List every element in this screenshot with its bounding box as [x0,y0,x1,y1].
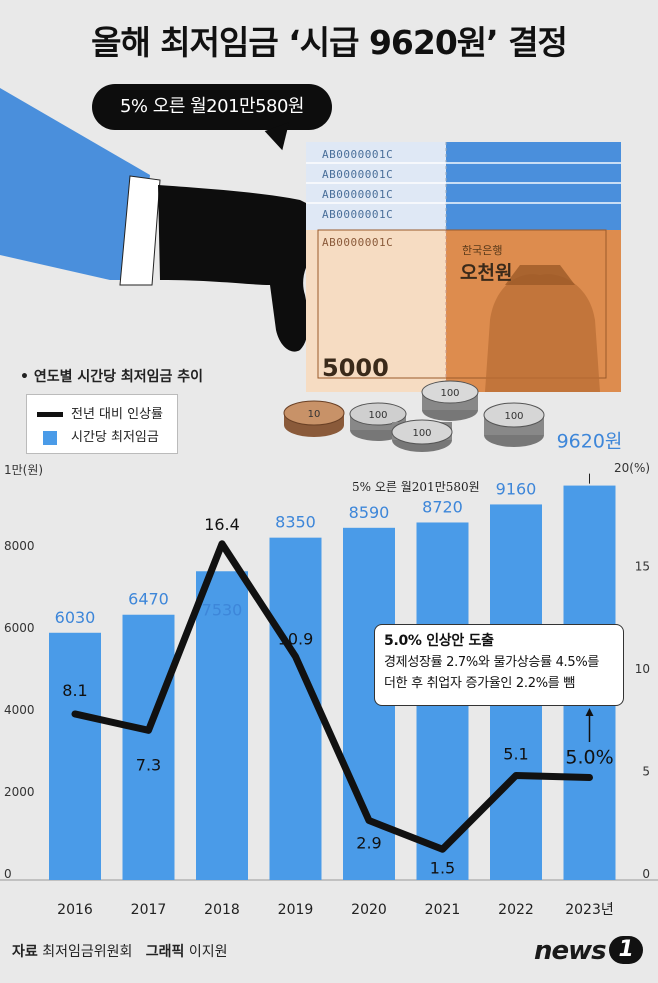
rate-value-label: 7.3 [136,755,161,774]
category-label: 2017 [131,902,167,918]
money-illustration: 10 100 100 100 100 [0,88,621,452]
bill-serial: AB0000001C [322,168,394,181]
page-title: 올해 최저임금 ‘시급 9620원’ 결정 [91,23,568,62]
wage-bar [122,614,175,880]
wage-value-label: 8590 [349,503,390,522]
bill-serial: AB0000001C [322,236,394,249]
legend-item-rate: 전년 대비 인상률 [37,403,163,422]
category-label: 2018 [204,902,240,918]
wage-value-label: 6470 [128,590,169,609]
left-axis-title: 1만(원) [4,463,44,477]
category-label: 2016 [57,902,93,918]
logo-mark: 1 [608,936,643,964]
wage-value-label: 8720 [422,497,463,516]
coin-label: 100 [504,411,523,422]
cuff-shape [119,175,161,286]
wage-bar [196,571,248,880]
denomination: 5000 [322,354,389,382]
wage-value-label: 8350 [275,513,316,532]
right-tick-label: 0 [642,867,650,881]
callout-head: 5.0% 인상안 도출 [384,633,494,649]
wage-value-label: 9160 [496,479,537,498]
right-tick-label: 15 [635,560,650,574]
news1-logo: news 1 [534,936,643,966]
chart-legend: 전년 대비 인상률 시간당 최저임금 [26,394,178,454]
coins [283,380,545,452]
rate-value-label: 8.1 [62,681,87,700]
wage-bar [49,632,101,880]
left-tick-label: 4000 [4,703,35,717]
wage-value-label: 6030 [55,608,96,627]
coin-label: 100 [440,388,459,399]
chart-subtitle: • 연도별 시간당 최저임금 추이 [20,369,204,385]
right-axis-title: 20(%) [614,461,651,475]
category-label: 2023년 [565,902,614,918]
rate-value-label: 10.9 [278,630,314,649]
speech-bubble: 5% 오른 월201만580원 [92,84,332,130]
callout-line: 경제성장률 2.7%와 물가상승률 4.5%를 [384,655,600,670]
category-label: 2021 [425,902,461,918]
legend-item-wage: 시간당 최저임금 [37,426,159,445]
coin-label: 100 [368,410,387,421]
left-tick-label: 6000 [4,621,35,635]
left-tick-label: 0 [4,867,12,881]
sleeve-shape [0,88,150,280]
category-label: 2020 [351,902,387,918]
left-tick-label: 2000 [4,785,35,799]
wage-value-label: 9620원 [557,431,623,453]
portrait-shape [485,274,600,392]
coin-label: 100 [412,428,431,439]
coin-label: 10 [308,409,321,420]
won-name: 오천원 [460,262,513,284]
legend-bar-icon [43,430,57,445]
wage-bar [269,537,322,880]
hand-shape [158,185,330,352]
rate-value-label: 2.9 [356,834,381,853]
rate-value-label: 5.1 [503,744,528,763]
callout-line: 더한 후 취업자 증가율인 2.2%를 뺌 [384,676,575,691]
legend-line-icon [37,412,63,417]
rate-value-label: 16.4 [204,515,240,534]
wage-value-label: 7530 [202,600,243,619]
bill-serial: AB0000001C [322,208,394,221]
source-credit: 자료 최저임금위원회 그래픽 이지원 [12,944,228,960]
rate-line [71,540,593,853]
left-tick-label: 8000 [4,539,35,553]
callout-arrow-head [585,708,594,716]
category-label: 2019 [278,902,314,918]
bank-name: 한국은행 [462,244,503,257]
right-tick-label: 5 [642,765,650,779]
bill-serial: AB0000001C [322,148,394,161]
overlay-note: 5% 오른 월201만580원 [352,480,480,494]
right-tick-label: 10 [635,662,650,676]
callout-box: 5.0% 인상안 도출 경제성장률 2.7%와 물가상승률 4.5%를 더한 후… [374,624,624,706]
rate-value-label: 1.5 [430,858,455,877]
rate-value-label: 5.0% [565,747,613,769]
bill-serial: AB0000001C [322,188,394,201]
category-label: 2022 [498,902,534,918]
